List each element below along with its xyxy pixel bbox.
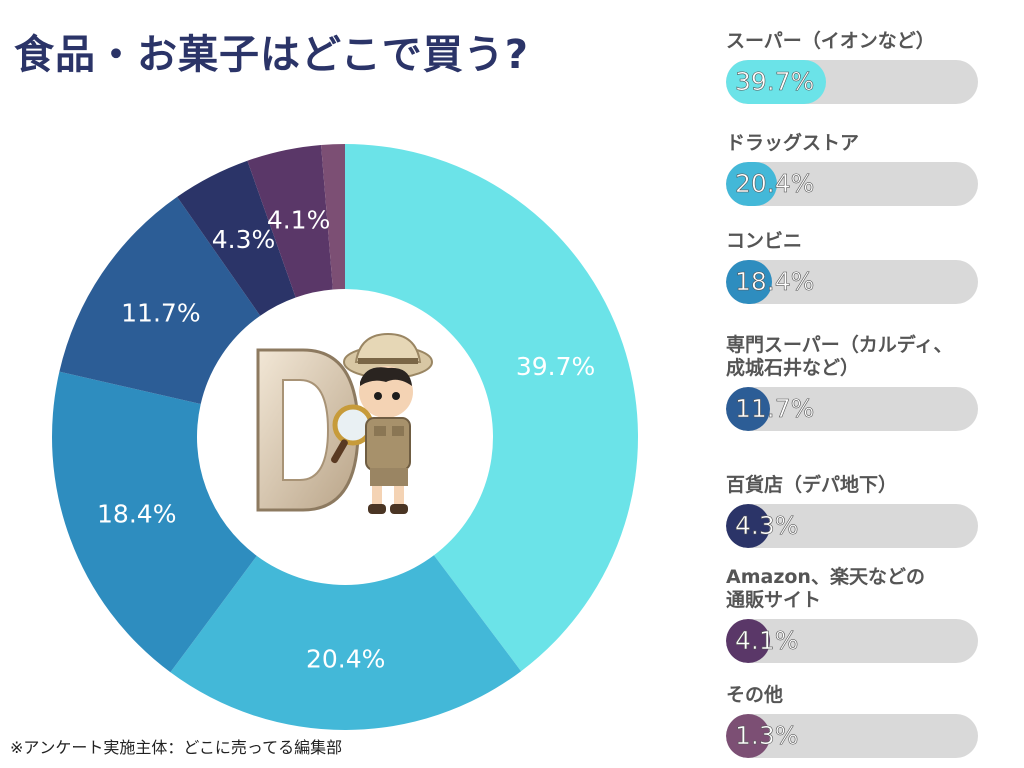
donut-label-1: 20.4% bbox=[306, 644, 385, 673]
bar-label-line: 専門スーパー（カルディ、 bbox=[726, 334, 953, 356]
bar-value-5: 4.1% bbox=[735, 626, 799, 656]
bar-row-4: 百貨店（デパ地下） 4.3% bbox=[726, 474, 1016, 548]
donut-slice-5 bbox=[247, 144, 333, 298]
bar-row-5: Amazon、楽天などの 通販サイト 4.1% bbox=[726, 566, 1016, 663]
bar-fill-1 bbox=[726, 162, 778, 206]
bar-label-6: その他 bbox=[726, 684, 1016, 707]
bar-track-2: 18.4% bbox=[726, 260, 978, 304]
bar-value-1: 20.4% bbox=[735, 169, 815, 199]
explorer-mascot-icon bbox=[248, 330, 438, 520]
bar-value-6: 1.3% bbox=[735, 721, 799, 751]
donut-label-2: 18.4% bbox=[97, 499, 176, 528]
bar-label-line: スーパー（イオンなど） bbox=[726, 30, 935, 52]
donut-label-0: 39.7% bbox=[516, 352, 595, 381]
bar-row-3: 専門スーパー（カルディ、 成城石井など） 11.7% bbox=[726, 334, 1016, 431]
bar-track-3: 11.7% bbox=[726, 387, 978, 431]
bar-row-0: スーパー（イオンなど） 39.7% bbox=[726, 30, 1016, 104]
bar-label-5: Amazon、楽天などの 通販サイト bbox=[726, 566, 1016, 612]
donut-label-5: 4.1% bbox=[267, 205, 331, 234]
bar-fill-6 bbox=[726, 714, 770, 758]
donut-label-3: 11.7% bbox=[121, 298, 200, 327]
bar-value-0: 39.7% bbox=[735, 67, 815, 97]
bar-value-3: 11.7% bbox=[735, 394, 815, 424]
bar-value-4: 4.3% bbox=[735, 511, 799, 541]
bar-label-line: Amazon、楽天などの bbox=[726, 566, 925, 588]
bar-fill-0 bbox=[726, 60, 827, 104]
bar-track-4: 4.3% bbox=[726, 504, 978, 548]
donut-slice-1 bbox=[170, 555, 522, 731]
bar-label-line: コンビニ bbox=[726, 230, 803, 252]
bar-label-3: 専門スーパー（カルディ、 成城石井など） bbox=[726, 334, 1016, 380]
bar-label-line: 通販サイト bbox=[726, 589, 822, 611]
bar-label-line: ドラッグストア bbox=[726, 132, 860, 154]
bar-track-6: 1.3% bbox=[726, 714, 978, 758]
bar-row-1: ドラッグストア 20.4% bbox=[726, 132, 1016, 206]
donut-slice-2 bbox=[51, 371, 257, 673]
source-note: ※アンケート実施主体：どこに売ってる編集部 bbox=[10, 738, 343, 757]
bar-fill-3 bbox=[726, 387, 770, 431]
donut-slice-3 bbox=[59, 196, 261, 405]
bar-label-line: その他 bbox=[726, 684, 784, 706]
bar-track-0: 39.7% bbox=[726, 60, 978, 104]
bar-label-line: 百貨店（デパ地下） bbox=[726, 474, 898, 496]
bar-label-1: ドラッグストア bbox=[726, 132, 1016, 155]
bar-fill-2 bbox=[726, 260, 773, 304]
bar-label-line: 成城石井など） bbox=[726, 357, 860, 379]
bar-label-0: スーパー（イオンなど） bbox=[726, 30, 1016, 53]
bar-row-2: コンビニ 18.4% bbox=[726, 230, 1016, 304]
page-title: 食品・お菓子はどこで買う? bbox=[14, 32, 530, 78]
bar-track-1: 20.4% bbox=[726, 162, 978, 206]
donut-chart: 39.7% 20.4% 18.4% 11.7% 4.3%4.1% bbox=[51, 144, 639, 731]
bar-row-6: その他 1.3% bbox=[726, 684, 1016, 758]
bar-label-2: コンビニ bbox=[726, 230, 1016, 253]
bar-track-5: 4.1% bbox=[726, 619, 978, 663]
donut-slice-0 bbox=[345, 144, 639, 672]
bar-fill-4 bbox=[726, 504, 770, 548]
donut-slice-6 bbox=[321, 144, 345, 290]
bar-label-4: 百貨店（デパ地下） bbox=[726, 474, 1016, 497]
donut-label-4: 4.3% bbox=[212, 225, 276, 254]
bar-value-2: 18.4% bbox=[735, 267, 815, 297]
bar-fill-5 bbox=[726, 619, 770, 663]
donut-slice-4 bbox=[177, 160, 296, 316]
